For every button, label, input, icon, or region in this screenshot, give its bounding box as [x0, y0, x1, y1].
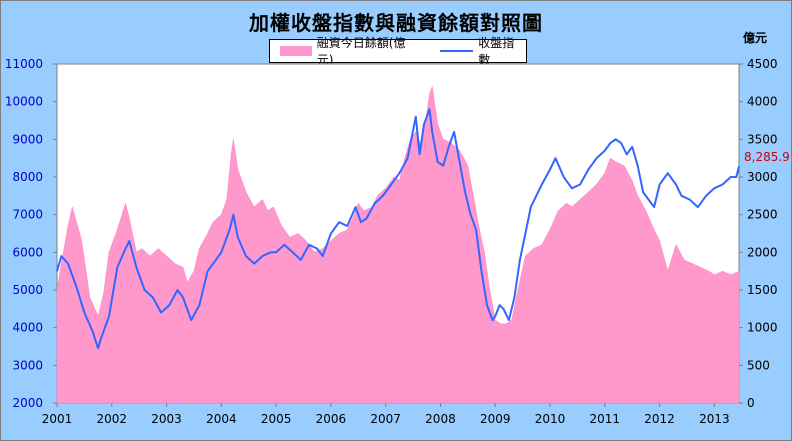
- right-tick-label: 500: [747, 358, 770, 372]
- right-tick-label: 3500: [747, 132, 778, 146]
- right-tick-label: 1500: [747, 283, 778, 297]
- right-tick-label: 2000: [747, 245, 778, 259]
- right-tick-label: 3000: [747, 170, 778, 184]
- left-tick-label: 7000: [12, 208, 43, 222]
- last-value-label: 8,285.9: [744, 150, 790, 164]
- right-tick-label: 4000: [747, 95, 778, 109]
- left-tick-label: 6000: [12, 245, 43, 259]
- index-line: [56, 108, 740, 350]
- left-tick-label: 2000: [12, 396, 43, 410]
- left-tick-label: 5000: [12, 283, 43, 297]
- x-tick-label: 2006: [316, 412, 347, 426]
- x-tick-label: 2011: [590, 412, 621, 426]
- x-tick-label: 2009: [480, 412, 511, 426]
- chart-title: 加權收盤指數與融資餘額對照圖: [249, 11, 543, 35]
- right-tick-label: 4500: [747, 57, 778, 71]
- x-tick-label: 2005: [261, 412, 292, 426]
- x-tick-label: 2004: [206, 412, 237, 426]
- x-tick-label: 2002: [97, 412, 128, 426]
- left-tick-label: 4000: [12, 321, 43, 335]
- left-tick-label: 11000: [5, 57, 43, 71]
- x-tick-label: 2007: [370, 412, 401, 426]
- x-tick-label: 2010: [535, 412, 566, 426]
- right-axis-unit: 億元: [742, 31, 767, 45]
- right-tick-label: 1000: [747, 321, 778, 335]
- x-tick-label: 2013: [699, 412, 730, 426]
- legend-swatch-margin: [280, 46, 312, 56]
- left-tick-label: 8000: [12, 170, 43, 184]
- left-tick-label: 10000: [5, 95, 43, 109]
- left-tick-label: 9000: [12, 132, 43, 146]
- right-tick-label: 0: [747, 396, 755, 410]
- x-tick-label: 2012: [644, 412, 675, 426]
- x-tick-label: 2008: [425, 412, 456, 426]
- x-tick-label: 2003: [151, 412, 182, 426]
- legend-swatch-index: [439, 50, 474, 52]
- left-tick-label: 3000: [12, 358, 43, 372]
- right-tick-label: 2500: [747, 208, 778, 222]
- x-tick-label: 2001: [42, 412, 73, 426]
